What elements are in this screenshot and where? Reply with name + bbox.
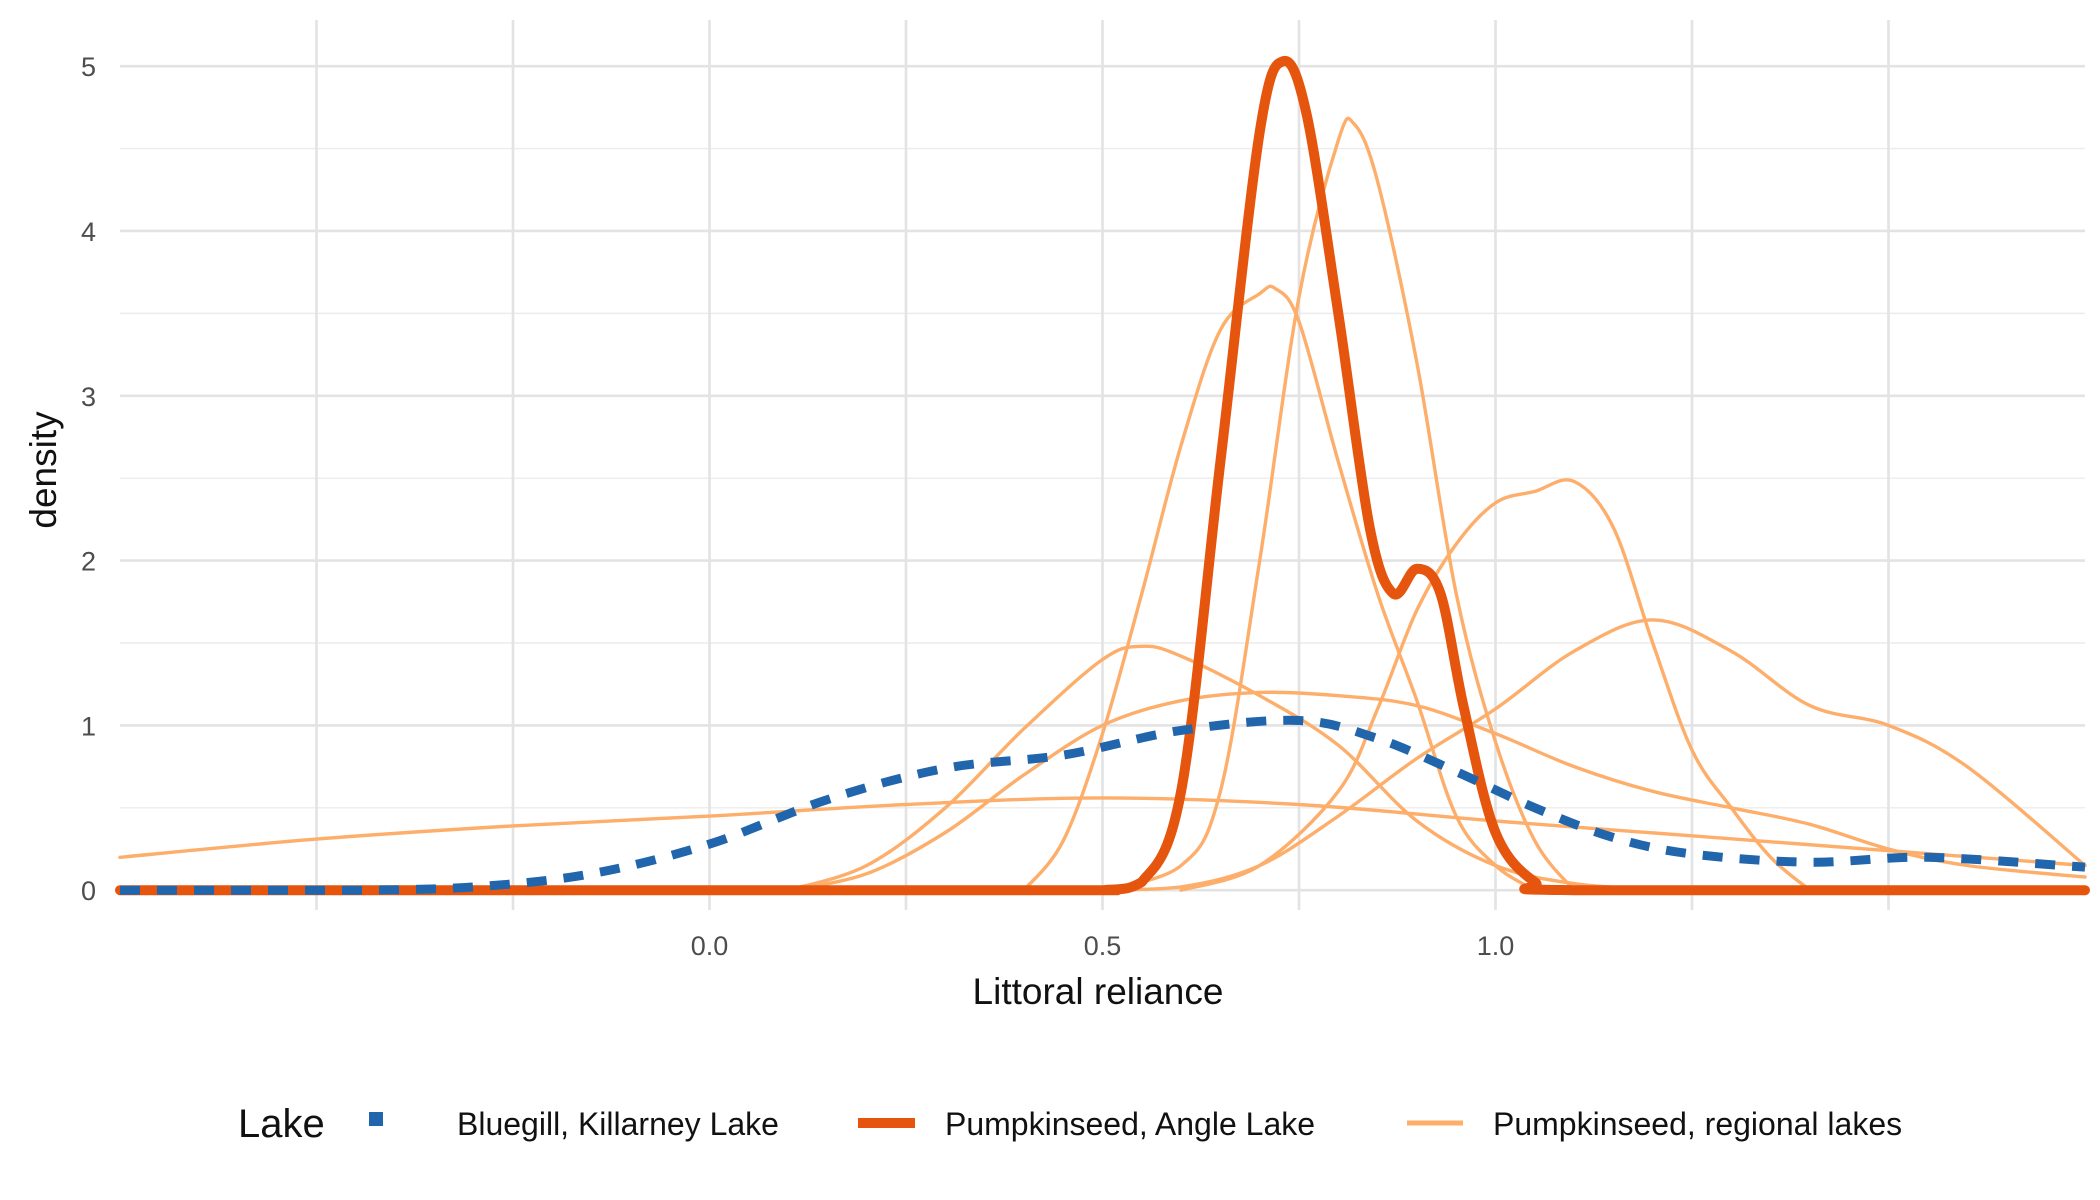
x-tick-label: 0.0 [691, 931, 729, 961]
series-bluegill-killarney [119, 715, 2086, 895]
x-tick-label: 1.0 [1477, 931, 1515, 961]
legend: Lake Bluegill, Killarney Lake Pumpkinsee… [238, 1102, 1902, 1146]
y-tick-label: 1 [81, 711, 96, 741]
y-tick-label: 0 [81, 876, 96, 906]
x-tick-label: 0.5 [1084, 931, 1122, 961]
series-pumpkinseed-angle [115, 55, 2090, 896]
series-pumpkinseed-regional [1179, 478, 1812, 892]
series-lines [115, 55, 2090, 896]
y-tick-label: 5 [81, 52, 96, 82]
series-pumpkinseed-regional [118, 796, 2087, 868]
legend-key-bluegill [369, 1112, 383, 1126]
y-tick-label: 2 [81, 547, 96, 577]
series-pumpkinseed-regional [1022, 284, 1537, 892]
y-axis-title: density [23, 411, 64, 529]
series-pumpkinseed-regional [1100, 618, 2087, 892]
series-pumpkinseed-regional [1100, 116, 1576, 892]
axes: 0 1 2 3 4 5 0.0 0.5 1.0 [81, 52, 1514, 961]
y-tick-label: 3 [81, 382, 96, 412]
legend-label-regional-lakes: Pumpkinseed, regional lakes [1493, 1106, 1902, 1142]
legend-label-angle-lake: Pumpkinseed, Angle Lake [945, 1106, 1315, 1142]
x-axis-title: Littoral reliance [973, 971, 1224, 1012]
y-tick-label: 4 [81, 217, 96, 247]
legend-title: Lake [238, 1102, 325, 1146]
legend-label-bluegill: Bluegill, Killarney Lake [457, 1106, 779, 1142]
grid [120, 20, 2085, 910]
